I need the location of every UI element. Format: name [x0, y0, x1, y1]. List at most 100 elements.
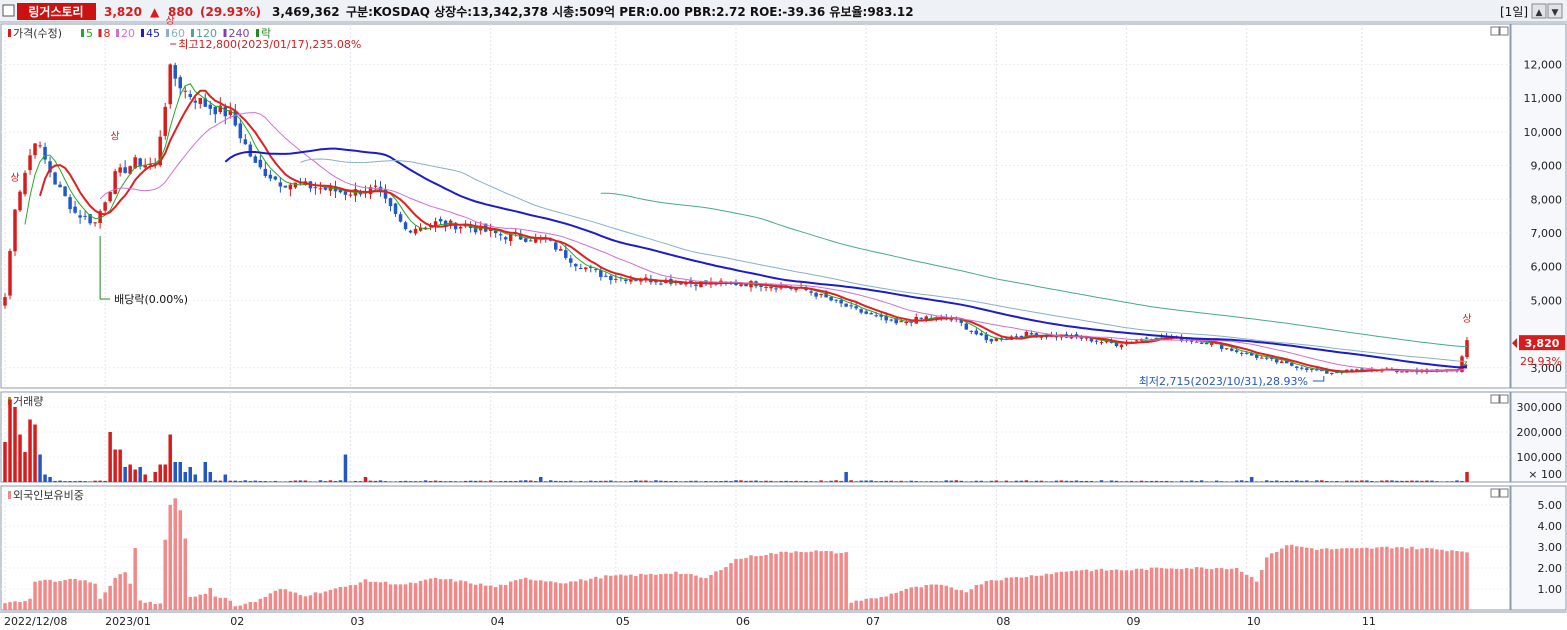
foreign-bar — [679, 573, 683, 610]
candle — [1209, 342, 1214, 345]
foreign-bar — [233, 606, 238, 610]
foreign-ownership-panel-close-button[interactable] — [1499, 488, 1509, 498]
foreign-bar — [624, 575, 628, 610]
foreign-bar — [8, 602, 12, 610]
volume-bar — [804, 480, 808, 482]
volume-bar — [1440, 481, 1444, 482]
foreign-bar — [78, 580, 82, 610]
candle — [43, 146, 47, 160]
foreign-bar — [1325, 548, 1329, 610]
volume-bar — [1219, 481, 1224, 482]
foreign-bar — [809, 551, 813, 610]
up-arrow-icon: ▲ — [150, 5, 160, 19]
volume-bar — [1244, 481, 1249, 482]
price-panel-close-button[interactable] — [1499, 26, 1509, 36]
volume-bar — [148, 481, 152, 482]
foreign-bar — [218, 597, 223, 610]
foreign-bar — [599, 578, 603, 610]
volume-bar — [288, 480, 293, 482]
volume-bar — [1320, 480, 1324, 482]
candle — [58, 184, 62, 188]
volume-bar — [1460, 481, 1464, 482]
volume-bar — [208, 472, 213, 482]
candle — [223, 107, 228, 117]
volume-bar — [1149, 480, 1154, 482]
foreign-bar — [113, 577, 117, 610]
foreign-bar — [764, 555, 768, 610]
foreign-bar — [694, 575, 698, 610]
foreign-bar — [899, 590, 903, 610]
volume-bar — [1099, 480, 1104, 482]
candle — [203, 98, 208, 107]
candle — [564, 250, 568, 258]
foreign-bar — [1164, 568, 1169, 610]
legend-item: 45 — [146, 27, 160, 40]
candle — [854, 306, 858, 309]
volume-bar — [569, 480, 573, 482]
volume-bar — [1254, 481, 1259, 482]
period-selector[interactable]: [1일] — [1500, 5, 1528, 19]
foreign-bar — [1310, 548, 1314, 610]
volume-bar — [574, 481, 578, 482]
volume-bar — [584, 481, 588, 482]
candle — [559, 248, 563, 251]
foreign-ownership-panel-minimize-button[interactable] — [1490, 488, 1500, 498]
volume-bar — [1290, 480, 1294, 482]
candle — [133, 157, 137, 169]
volume-bar — [203, 462, 208, 482]
candle — [283, 185, 288, 188]
scroll-up-button[interactable] — [1531, 3, 1547, 19]
volume-bar — [549, 480, 553, 482]
volume-bar — [8, 399, 12, 482]
volume-bar — [123, 467, 127, 482]
volume-bar — [13, 407, 17, 482]
volume-bar — [1114, 480, 1119, 482]
legend-swatch — [223, 29, 227, 37]
foreign-bar — [1129, 570, 1134, 610]
volume-bar — [338, 480, 343, 482]
volume-bar — [1325, 481, 1329, 482]
candle — [348, 194, 353, 196]
volume-panel-minimize-button[interactable] — [1490, 394, 1500, 404]
volume-bar — [599, 480, 603, 482]
foreign-bar — [48, 579, 52, 610]
foreign-bar — [323, 591, 328, 610]
volume-bar — [1009, 481, 1014, 482]
volume-bar — [1335, 480, 1339, 482]
volume-bar — [724, 480, 728, 482]
foreign-bar — [318, 593, 323, 610]
candle — [1179, 337, 1184, 341]
foreign-bar — [1159, 568, 1164, 610]
volume-bar — [1280, 481, 1284, 482]
candle — [959, 320, 964, 323]
volume-bar — [373, 480, 378, 482]
volume-panel-close-button[interactable] — [1499, 394, 1509, 404]
candle — [88, 214, 92, 224]
volume-bar — [1159, 481, 1164, 482]
candle — [769, 286, 773, 289]
scroll-down-button[interactable] — [1547, 3, 1563, 19]
legend-item: 8 — [104, 27, 111, 40]
foreign-bar — [1069, 571, 1074, 610]
candle — [383, 189, 388, 199]
price-panel-minimize-button[interactable] — [1490, 26, 1500, 36]
foreign-bar — [824, 551, 828, 610]
candle — [523, 238, 528, 242]
foreign-bar — [909, 587, 913, 610]
header-checkbox[interactable] — [2, 4, 15, 17]
volume-bar — [749, 480, 753, 482]
volume-bar — [969, 481, 974, 482]
volume-bar — [193, 474, 198, 482]
foreign-bar — [669, 573, 673, 610]
foreign-bar — [794, 551, 798, 610]
foreign-bar — [1109, 570, 1114, 610]
volume-bar — [418, 481, 423, 482]
candle — [1119, 344, 1124, 348]
volume-bar — [1315, 480, 1319, 482]
foreign-bar — [333, 588, 338, 610]
candle — [23, 172, 27, 195]
foreign-bar — [178, 510, 182, 610]
stock-name-badge[interactable] — [17, 3, 96, 20]
candle — [634, 280, 638, 282]
candle — [1280, 361, 1284, 364]
